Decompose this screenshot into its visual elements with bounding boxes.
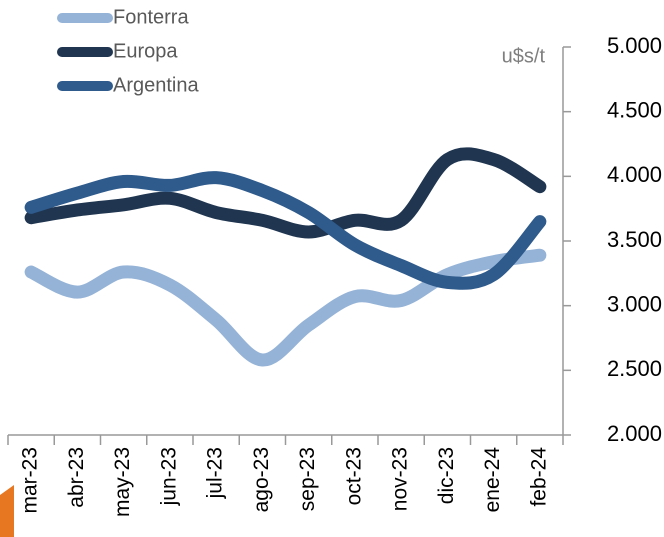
x-tick-label: jun-23 — [157, 447, 180, 506]
legend-label: Argentina — [113, 74, 199, 96]
x-tick-label: mar-23 — [19, 447, 42, 514]
legend-label: Europa — [113, 40, 178, 62]
y-tick-label: 3.000 — [607, 291, 662, 316]
x-tick-label: nov-23 — [389, 447, 412, 511]
y-tick-label: 4.000 — [607, 162, 662, 187]
y-tick-label: 4.500 — [607, 97, 662, 122]
y-tick-label: 3.500 — [607, 227, 662, 252]
x-tick-label: ene-24 — [481, 447, 504, 513]
x-tick-label: dic-23 — [435, 447, 458, 504]
logo-fragment — [0, 485, 14, 537]
y-tick-label: 2.500 — [607, 356, 662, 381]
x-tick-label: jul-23 — [204, 447, 227, 499]
series-line — [24, 171, 547, 290]
legend-label: Fonterra — [113, 6, 189, 28]
series-line — [24, 147, 547, 239]
x-tick-label: feb-24 — [527, 447, 550, 507]
x-tick-label: may-23 — [111, 447, 134, 517]
x-tick-label: sep-23 — [296, 447, 319, 511]
series-line — [24, 248, 547, 367]
y-tick-label: 5.000 — [607, 33, 662, 58]
x-tick-label: abr-23 — [65, 447, 88, 508]
x-tick-label: ago-23 — [250, 447, 273, 512]
y-axis-label: u$s/t — [502, 45, 546, 67]
x-tick-label: oct-23 — [342, 447, 365, 505]
y-tick-label: 2.000 — [607, 421, 662, 446]
